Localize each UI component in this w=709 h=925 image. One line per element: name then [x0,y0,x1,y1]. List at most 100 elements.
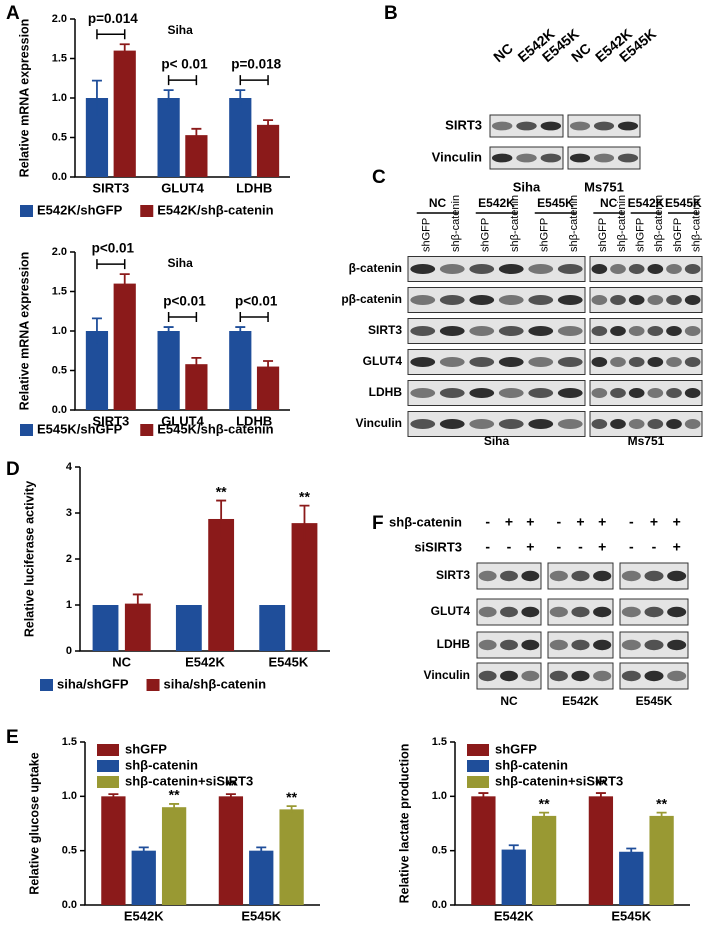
lane-label: shGFP [421,218,433,252]
bar [161,807,187,905]
bar [92,605,119,651]
blot-band [667,639,687,651]
blot-band [410,295,436,305]
legend-swatch [140,205,154,217]
blot-band [617,121,639,131]
blot-band [491,121,513,131]
cell-line-label: Siha [484,434,510,448]
panel-label: B [384,3,398,24]
lane-label: NC [490,40,516,65]
blot-band [667,606,687,618]
error-bar [225,793,236,799]
group-label: NC [600,196,618,210]
treatment-sign: - [652,539,657,555]
p-value-label: p<0.01 [235,294,278,309]
blot-band [628,326,645,336]
lane-label: shβ-catenin [509,195,521,252]
bar [185,135,208,177]
blot-band [439,357,465,367]
blot-band [439,419,465,429]
blot-band [498,326,524,336]
lane-label: shβ-catenin [450,195,462,252]
row-label: β-catenin [349,261,402,275]
blot-band [571,670,590,682]
treatment-label: shβ-catenin [389,514,462,529]
blot-band [491,153,513,163]
blot-band [469,295,495,305]
row-label: LDHB [437,637,471,651]
blot-band [610,326,626,336]
bar [588,796,614,905]
significance-label: ** [595,776,606,792]
bar [113,283,136,410]
chart: 0.0 0.5 1.0 1.5 2.0 Relative mRNA expression S… [17,11,290,217]
group-label: E545K [636,694,673,708]
row-label: GLUT4 [431,604,471,618]
y-tick-label: 0.0 [62,899,77,911]
blot-band [593,570,612,582]
error-bar [138,846,149,854]
blot-band [644,606,664,618]
panel-label: E [6,727,19,748]
bracket [239,75,269,86]
cell-line-label: Siha [513,179,541,194]
significance-label: ** [299,488,310,504]
treatment-sign: + [673,539,681,555]
p-value-label: p<0.01 [92,241,135,256]
blot-band [666,295,682,305]
legend-swatch [20,424,33,436]
blot-band [610,419,626,429]
bar [256,124,280,177]
blot-band [593,670,612,682]
treatment-sign: - [507,539,512,555]
bar [85,331,109,410]
legend-swatch [97,776,119,788]
x-tick-label: E545K [611,908,651,923]
bar [619,851,644,905]
bar [259,605,286,651]
y-axis-label: Relative mRNA expression [17,252,31,411]
blot-band [593,639,612,651]
bar [229,331,252,410]
treatment-sign: + [505,514,513,530]
blot-band [647,357,664,367]
bar [101,796,126,905]
blot-band [478,670,497,682]
blot-band [500,639,518,651]
blot-band [647,326,664,336]
chart: 0.0 0.5 1.0 1.5 2.0 Relative mRNA expression S… [17,241,290,436]
bar [291,523,318,651]
treatment-sign: - [556,539,561,555]
legend-label: siha/shβ-catenin [164,676,267,691]
blot-band [644,570,664,582]
blot-band [591,326,608,336]
lane-label: shβ-catenin [568,195,580,252]
blot-band [644,639,664,651]
blot-band [666,388,682,398]
lane-label: shGFP [672,218,684,252]
blot-band [500,606,518,618]
lane-label: shGFP [597,218,609,252]
blot-band [498,264,524,274]
panel-label: A [6,3,20,24]
x-tick-label: LDHB [236,413,272,428]
blot-band [591,357,608,367]
legend-label: shβ-catenin+siSIRT3 [495,773,623,788]
bar [157,331,180,410]
x-tick-label: E545K [268,654,308,669]
legend-label: E545K/shβ-catenin [157,421,273,436]
blot-band [647,295,664,305]
error-bar [286,805,297,813]
blot-band [684,388,701,398]
blot-band [557,326,583,336]
bar [279,809,304,905]
blot-band [469,419,495,429]
error-bar [256,846,267,854]
treatment-sign: - [556,514,561,530]
row-label: Vinculin [432,149,482,164]
blot-band [666,264,682,274]
bar [185,364,208,410]
blot-f: shβ-catenin - + + - + + - + +siSIRT3- - + - - + - - +SIRT… [389,514,689,708]
legend-swatch [467,760,489,772]
group-label: NC [429,196,447,210]
